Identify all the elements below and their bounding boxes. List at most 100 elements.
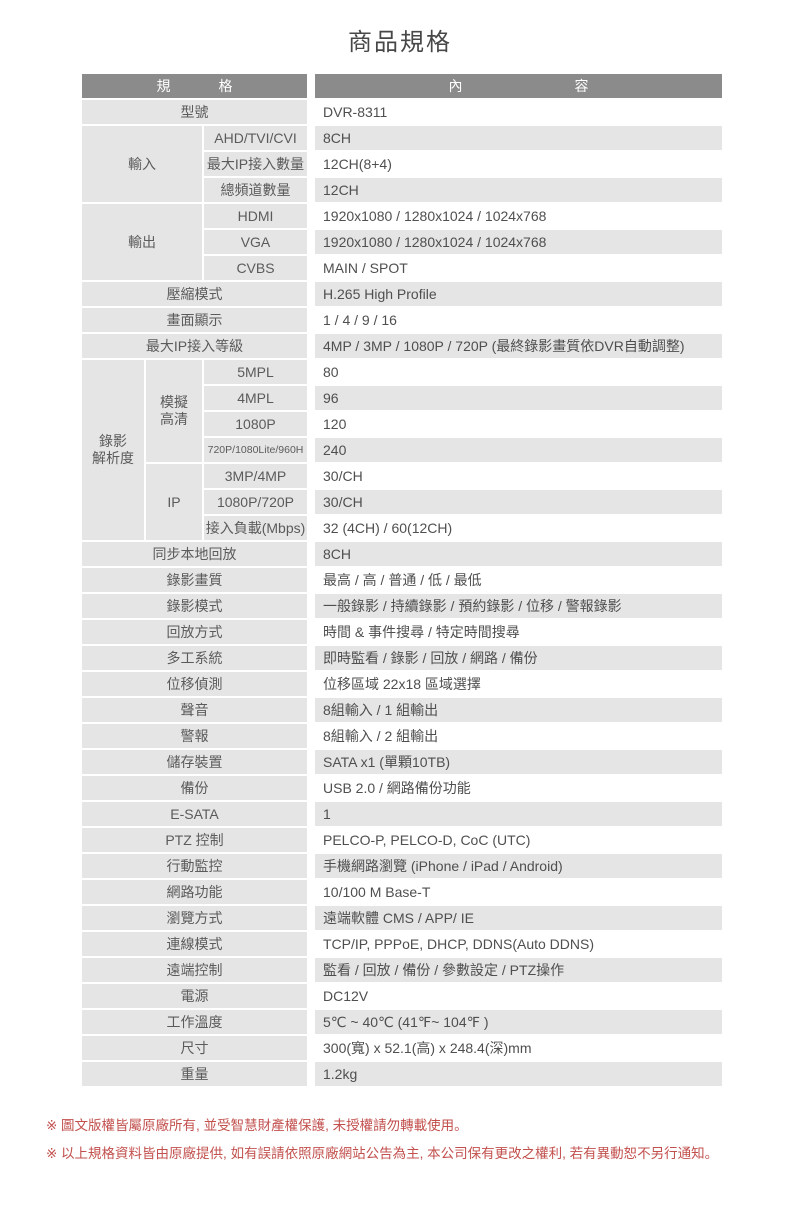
table-row: 720P/1080Lite/960H 240 xyxy=(81,436,724,464)
value-cell: 時間 & 事件搜尋 / 特定時間搜尋 xyxy=(307,618,724,646)
footnote: ※ 圖文版權皆屬原廠所有, 並受智慧財產權保護, 未授權請勿轉載使用。 xyxy=(46,1118,468,1133)
table-row: 遠端控制 監看 / 回放 / 備份 / 參數設定 / PTZ操作 xyxy=(80,956,724,984)
value-cell: 遠端軟體 CMS / APP/ IE xyxy=(307,904,724,932)
table-row: 壓縮模式 H.265 High Profile xyxy=(80,280,724,308)
value-cell: TCP/IP, PPPoE, DHCP, DDNS(Auto DDNS) xyxy=(307,930,724,958)
header-content: 內容 xyxy=(307,72,724,100)
spec-cell: 型號 xyxy=(80,98,312,126)
value-cell: 一般錄影 / 持續錄影 / 預約錄影 / 位移 / 警報錄影 xyxy=(307,592,724,620)
value-cell: SATA x1 (單顆10TB) xyxy=(307,748,724,776)
spec-cell: 總頻道數量 xyxy=(202,176,312,204)
value-cell: 8CH xyxy=(307,124,724,152)
value-cell: DVR-8311 xyxy=(307,98,724,126)
spec-cell: 5MPL xyxy=(202,358,312,386)
table-row: 4MPL 96 xyxy=(81,384,724,412)
spec-cell: 1080P xyxy=(202,410,312,438)
value-cell: 30/CH xyxy=(307,462,724,490)
spec-cell: 位移偵測 xyxy=(80,670,312,698)
value-cell: 1 xyxy=(307,800,724,828)
table-row: 聲音 8組輸入 / 1 組輸出 xyxy=(80,696,724,724)
spec-cell: 重量 xyxy=(80,1060,312,1088)
table-row: 最大IP接入數量 12CH(8+4) xyxy=(81,150,724,178)
spec-cell: 工作溫度 xyxy=(80,1008,312,1036)
table-row: 備份 USB 2.0 / 網路備份功能 xyxy=(80,774,724,802)
spec-cell: 4MPL xyxy=(202,384,312,412)
table-row: 工作溫度 5℃ ~ 40℃ (41℉~ 104℉ ) xyxy=(80,1008,724,1036)
spec-cell: 錄影畫質 xyxy=(80,566,312,594)
table-row: 行動監控 手機網路瀏覽 (iPhone / iPad / Android) xyxy=(80,852,724,880)
value-cell: 4MP / 3MP / 1080P / 720P (最終錄影畫質依DVR自動調整… xyxy=(307,332,724,360)
header-char: 內 xyxy=(448,78,463,94)
value-cell: 12CH(8+4) xyxy=(307,150,724,178)
spec-cell: 警報 xyxy=(80,722,312,750)
spec-cell: 尺寸 xyxy=(80,1034,312,1062)
table-row: VGA 1920x1080 / 1280x1024 / 1024x768 xyxy=(81,228,724,256)
header-char: 規 xyxy=(156,78,171,94)
spec-cell: 輸入 xyxy=(80,124,204,204)
spec-cell: 電源 xyxy=(80,982,312,1010)
spec-cell: 輸出 xyxy=(80,202,204,282)
spec-cell: 行動監控 xyxy=(80,852,312,880)
value-cell: USB 2.0 / 網路備份功能 xyxy=(307,774,724,802)
spec-cell: PTZ 控制 xyxy=(80,826,312,854)
spec-cell: 接入負載(Mbps) xyxy=(202,514,312,542)
spec-cell: 回放方式 xyxy=(80,618,312,646)
spec-cell: 備份 xyxy=(80,774,312,802)
table-row: 錄影 解析度 模擬 高清 5MPL 80 xyxy=(80,358,724,542)
footnote: ※ 以上規格資料皆由原廠提供, 如有誤請依照原廠網站公告為主, 本公司保有更改之… xyxy=(46,1146,719,1161)
table-row: E-SATA 1 xyxy=(80,800,724,828)
value-cell: 最高 / 高 / 普通 / 低 / 最低 xyxy=(307,566,724,594)
value-cell: 120 xyxy=(307,410,724,438)
spec-cell: 錄影 解析度 xyxy=(80,358,146,542)
table-row: 瀏覽方式 遠端軟體 CMS / APP/ IE xyxy=(80,904,724,932)
table-row: 警報 8組輸入 / 2 組輸出 xyxy=(80,722,724,750)
table-row: 尺寸 300(寬) x 52.1(高) x 248.4(深)mm xyxy=(80,1034,724,1062)
value-cell: 240 xyxy=(307,436,724,464)
spec-cell: AHD/TVI/CVI xyxy=(202,124,312,152)
header-char: 容 xyxy=(574,78,589,94)
value-cell: 12CH xyxy=(307,176,724,204)
value-cell: 32 (4CH) / 60(12CH) xyxy=(307,514,724,542)
value-cell: 300(寬) x 52.1(高) x 248.4(深)mm xyxy=(307,1034,724,1062)
spec-cell: 網路功能 xyxy=(80,878,312,906)
spec-cell: 聲音 xyxy=(80,696,312,724)
value-cell: 8組輸入 / 2 組輸出 xyxy=(307,722,724,750)
spec-cell: 遠端控制 xyxy=(80,956,312,984)
table-row: 型號 DVR-8311 xyxy=(80,98,724,126)
value-cell: 手機網路瀏覽 (iPhone / iPad / Android) xyxy=(307,852,724,880)
spec-cell: 錄影模式 xyxy=(80,592,312,620)
table-row: 總頻道數量 12CH xyxy=(81,176,724,204)
value-cell: 8組輸入 / 1 組輸出 xyxy=(307,696,724,724)
value-cell: 1 / 4 / 9 / 16 xyxy=(307,306,724,334)
table-row: 電源 DC12V xyxy=(80,982,724,1010)
value-cell: 10/100 M Base-T xyxy=(307,878,724,906)
header-char: 格 xyxy=(218,78,233,94)
spec-cell: 最大IP接入等級 xyxy=(80,332,312,360)
table-row: 儲存裝置 SATA x1 (單顆10TB) xyxy=(80,748,724,776)
spec-cell: 3MP/4MP xyxy=(202,462,312,490)
table-row: PTZ 控制 PELCO-P, PELCO-D, CoC (UTC) xyxy=(80,826,724,854)
table-row: 錄影畫質 最高 / 高 / 普通 / 低 / 最低 xyxy=(80,566,724,594)
value-cell: 即時監看 / 錄影 / 回放 / 網路 / 備份 xyxy=(307,644,724,672)
table-header-row: 規格內容 xyxy=(80,72,724,100)
spec-cell: 模擬 高清 xyxy=(144,358,204,464)
spec-cell: 壓縮模式 xyxy=(80,280,312,308)
spec-cell: IP xyxy=(144,462,204,542)
table-row: 網路功能 10/100 M Base-T xyxy=(80,878,724,906)
spec-cell: 720P/1080Lite/960H xyxy=(202,436,312,464)
table-row: 重量 1.2kg xyxy=(80,1060,724,1088)
spec-cell: 同步本地回放 xyxy=(80,540,312,568)
value-cell: H.265 High Profile xyxy=(307,280,724,308)
spec-cell: CVBS xyxy=(202,254,312,282)
value-cell: 80 xyxy=(307,358,724,386)
value-cell: 96 xyxy=(307,384,724,412)
value-cell: DC12V xyxy=(307,982,724,1010)
table-row: 1080P 120 xyxy=(81,410,724,438)
value-cell: 5℃ ~ 40℃ (41℉~ 104℉ ) xyxy=(307,1008,724,1036)
spec-cell: VGA xyxy=(202,228,312,256)
value-cell: 30/CH xyxy=(307,488,724,516)
value-cell: 位移區域 22x18 區域選擇 xyxy=(307,670,724,698)
value-cell: PELCO-P, PELCO-D, CoC (UTC) xyxy=(307,826,724,854)
table-row: 輸出 HDMI 1920x1080 / 1280x1024 / 1024x768 xyxy=(80,202,724,282)
value-cell: 監看 / 回放 / 備份 / 參數設定 / PTZ操作 xyxy=(307,956,724,984)
